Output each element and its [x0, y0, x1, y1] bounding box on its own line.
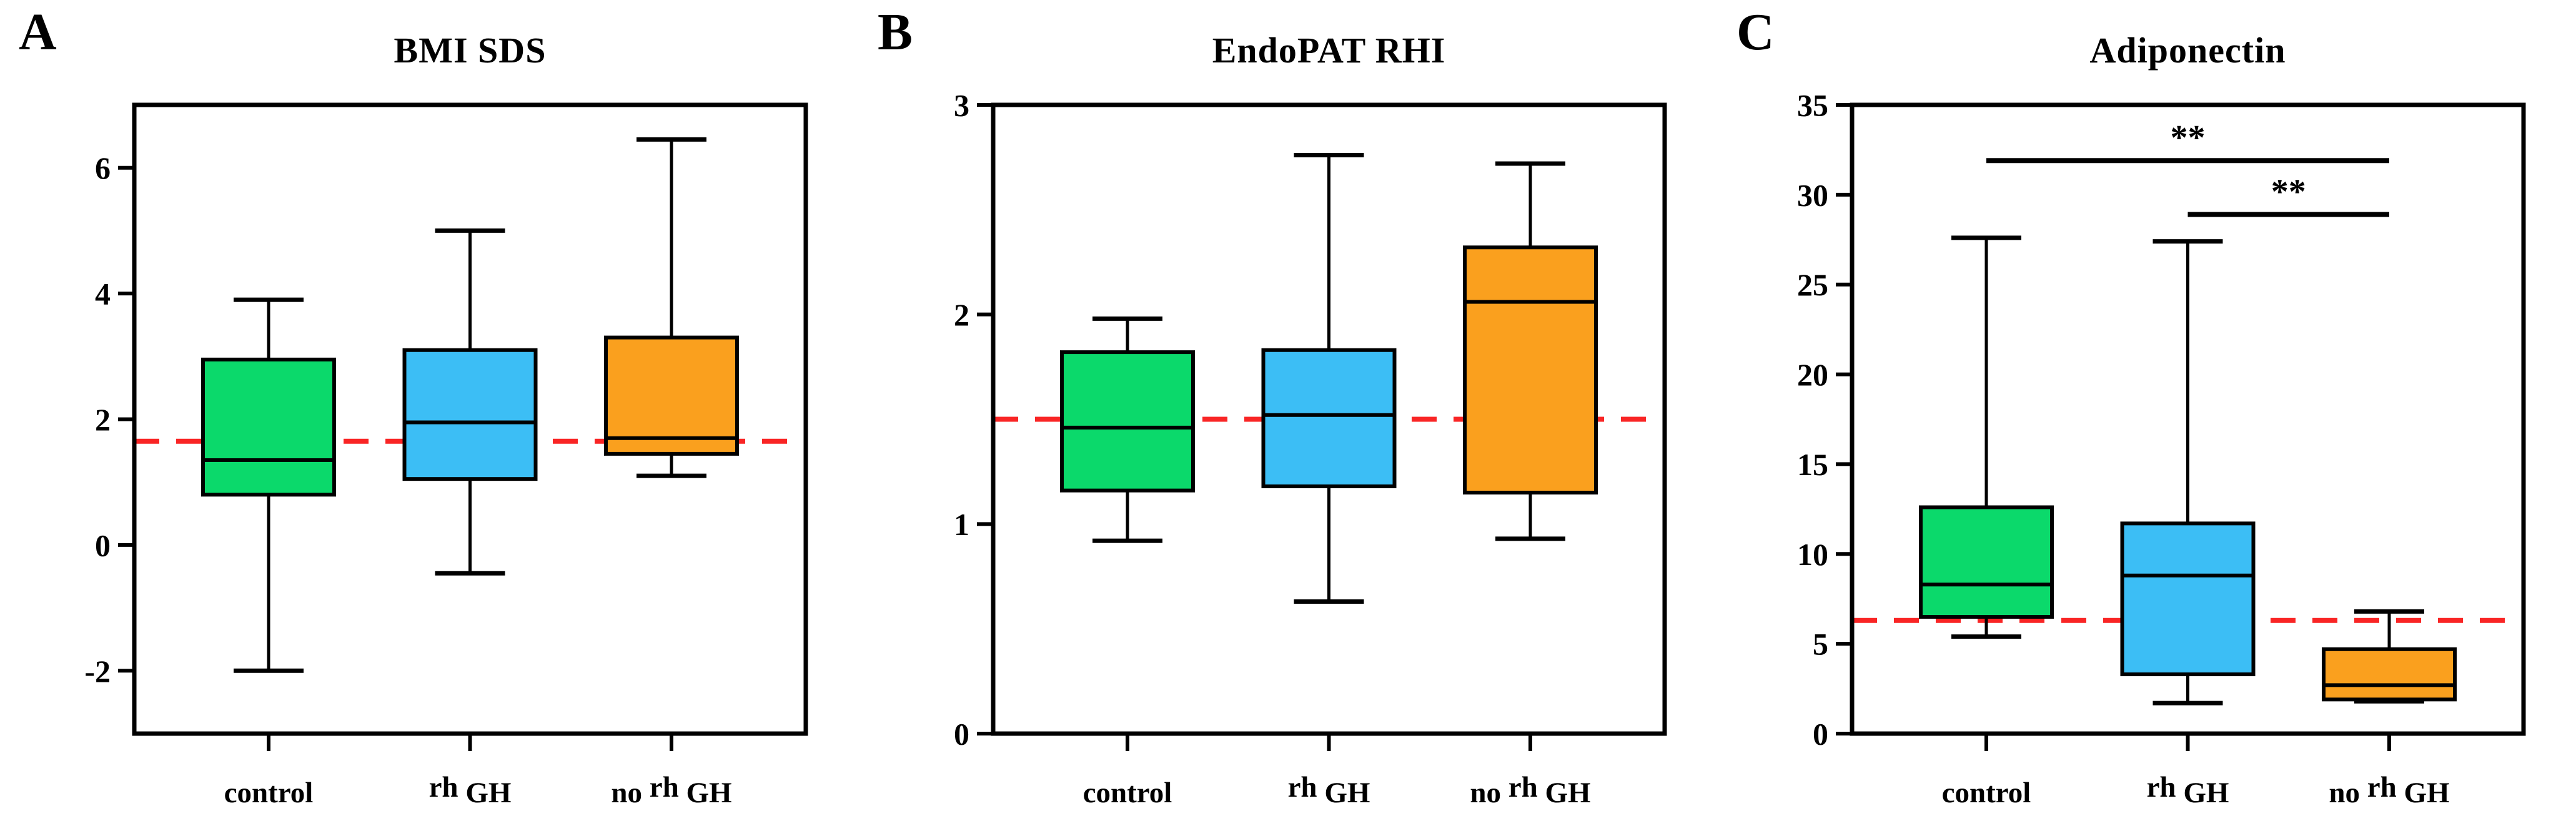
- x-category-label: control: [224, 777, 314, 809]
- y-tick-label: 20: [1797, 357, 1828, 392]
- x-category-label: rh GH: [2147, 771, 2229, 809]
- box-rh-GH: [2120, 521, 2256, 677]
- y-tick-label: 10: [1797, 537, 1828, 572]
- panel-letter-c: C: [1736, 3, 1775, 61]
- panel-letter-b: B: [878, 3, 913, 61]
- box-rh-GH: [402, 348, 538, 481]
- y-tick-label: 0: [954, 717, 969, 752]
- y-tick-label: 3: [954, 88, 969, 123]
- chart-title-endopat-rhi: EndoPAT RHI: [1212, 30, 1446, 71]
- significance-label: **: [2171, 119, 2206, 157]
- x-category-label: control: [1942, 777, 2031, 809]
- y-tick-label: 4: [95, 277, 111, 312]
- x-category-label: rh GH: [429, 771, 512, 809]
- box-control: [201, 357, 336, 497]
- boxplot-adiponectin: ** ** 0 5 10 15 20 25 30 35 control rh GH no rh GH: [1797, 88, 2526, 809]
- y-tick-label: 15: [1797, 447, 1828, 482]
- chart-title-bmi-sds: BMI SDS: [394, 30, 547, 71]
- y-tick-label: -2: [84, 654, 111, 689]
- chart-title-adiponectin: Adiponectin: [2089, 30, 2286, 71]
- y-tick-label: 2: [954, 297, 969, 332]
- significance-label: **: [2271, 173, 2306, 212]
- box-rh-GH: [1261, 348, 1397, 488]
- y-tick-label: 2: [95, 402, 111, 437]
- panel-letter-a: A: [19, 3, 57, 61]
- box-no-rh-GH: [604, 335, 739, 456]
- box-no-rh-GH: [1463, 245, 1598, 494]
- y-tick-label: 25: [1797, 267, 1828, 302]
- box-no-rh-GH: [2322, 647, 2457, 702]
- panel-bmi-sds: A BMI SDS -2 0 2 4 6 control rh GH no rh GH: [0, 0, 859, 836]
- x-category-label: no rh GH: [1470, 771, 1590, 809]
- x-category-label: rh GH: [1288, 771, 1370, 809]
- box-control: [1060, 350, 1195, 493]
- y-tick-label: 6: [95, 150, 111, 185]
- x-category-label: no rh GH: [611, 771, 731, 809]
- boxplot-endopat-rhi: 0 1 2 3 control rh GH no rh GH: [954, 88, 1667, 809]
- y-tick-label: 1: [954, 507, 969, 542]
- x-category-label: control: [1083, 777, 1172, 809]
- y-tick-label: 0: [1813, 717, 1828, 752]
- x-category-label: no rh GH: [2329, 771, 2449, 809]
- panel-endopat-rhi: B EndoPAT RHI 0 1 2 3 control rh GH no rh GH: [859, 0, 1718, 836]
- y-tick-label: 35: [1797, 88, 1828, 123]
- panel-adiponectin: C Adiponectin ** ** 0 5 10 15 20 25 30 35 control r…: [1718, 0, 2576, 836]
- y-tick-label: 5: [1813, 627, 1828, 662]
- y-tick-label: 30: [1797, 177, 1828, 212]
- boxplot-bmi-sds: -2 0 2 4 6 control rh GH no rh GH: [84, 102, 808, 809]
- box-control: [1919, 505, 2054, 619]
- y-tick-label: 0: [95, 528, 111, 563]
